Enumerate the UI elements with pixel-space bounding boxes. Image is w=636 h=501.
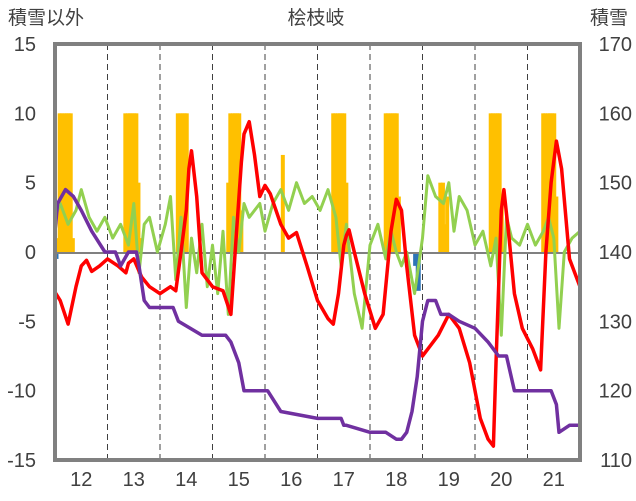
right-tick-label: 150 [599, 173, 632, 195]
left-tick-label: 0 [25, 242, 36, 264]
sunshine-bar [438, 182, 443, 252]
sunshine-bar [495, 113, 500, 252]
right-tick-label: 130 [599, 311, 632, 333]
sunshine-bar [554, 196, 559, 252]
x-tick-label: 15 [228, 469, 250, 491]
sunshine-bar [385, 113, 390, 252]
sunshine-bar [545, 113, 550, 252]
sunshine-bar [64, 113, 69, 252]
sunshine-bar [392, 113, 397, 252]
right-tick-label: 140 [599, 242, 632, 264]
sunshine-bar [335, 113, 340, 252]
sunshine-bar [230, 113, 235, 252]
right-tick-label: 110 [600, 450, 632, 472]
x-tick-label: 19 [438, 469, 460, 491]
sunshine-bar [57, 113, 62, 252]
wind-line [53, 174, 581, 337]
sunshine-bar [490, 113, 495, 252]
sunshine-bar [340, 113, 345, 252]
left-tick-label: -5 [18, 311, 36, 333]
sunshine-bar [68, 113, 73, 252]
sunshine-bar [233, 113, 238, 252]
sunshine-bar [443, 224, 448, 252]
right-tick-label: 160 [599, 103, 632, 125]
sunshine-bar [396, 196, 401, 252]
x-tick-label: 13 [123, 469, 145, 491]
sunshine-bar [333, 113, 338, 252]
right-tick-label: 120 [599, 381, 632, 403]
left-tick-label: 15 [14, 34, 36, 56]
sunshine-bar [280, 154, 285, 252]
left-tick-label: 5 [25, 173, 36, 195]
sunshine-bar [182, 113, 187, 252]
sunshine-bar [226, 182, 231, 252]
chart-title: 桧枝岐 [287, 7, 344, 29]
left-tick-label: -10 [7, 381, 36, 403]
right-axis-ticks: 170 160 150 140 130 120 110 [599, 34, 632, 472]
sunshine-bar [175, 113, 180, 252]
snow_depth-line [53, 187, 580, 441]
plot-frame [53, 42, 582, 462]
sunshine-bar [488, 113, 493, 252]
sunshine-bar [388, 113, 393, 252]
x-tick-label: 12 [70, 469, 92, 491]
precipitation-bar [413, 252, 419, 266]
sunshine-bar [344, 182, 349, 252]
x-axis-ticks: 12 13 14 15 16 17 18 19 20 21 [70, 469, 565, 491]
sunshine-bar [136, 182, 141, 252]
sunshine-bar [440, 182, 445, 252]
sunshine-bar [497, 113, 502, 252]
sunshine-bar [70, 238, 75, 252]
x-tick-label: 17 [333, 469, 355, 491]
sunshine-bar [552, 113, 557, 252]
sunshine-bar [134, 113, 139, 252]
sunshine-bar [331, 113, 336, 252]
sunshine-bar [493, 113, 498, 252]
sunshine-bar [178, 113, 183, 252]
sunshine-bar [445, 196, 450, 252]
sunshine-bar [128, 113, 133, 252]
sunshine-bar [62, 113, 67, 252]
sunshine-bar [130, 113, 135, 252]
left-tick-label: 10 [14, 103, 36, 125]
sunshine-bar [541, 113, 546, 252]
sunshine-bar [125, 113, 130, 252]
x-tick-label: 21 [543, 469, 565, 491]
sunshine-bar [66, 113, 71, 252]
left-tick-label: -15 [7, 450, 36, 472]
sunshine-bar [180, 113, 185, 252]
sunshine-bar [543, 113, 548, 252]
sunshine-bar [342, 113, 347, 252]
x-tick-label: 18 [385, 469, 407, 491]
sunshine-bar [228, 113, 233, 252]
sunshine-bar [132, 113, 137, 252]
sunshine-bar [390, 113, 395, 252]
sunshine-bar [55, 238, 60, 252]
sunshine-bar [59, 113, 64, 252]
sunshine-bar [383, 113, 388, 252]
left-axis-ticks: 15 10 5 0 -5 -10 -15 [7, 34, 36, 472]
x-tick-label: 14 [175, 469, 197, 491]
x-tick-label: 16 [280, 469, 302, 491]
sunshine-bar [394, 113, 399, 252]
series-lines [53, 119, 582, 448]
sunshine-bar [338, 113, 343, 252]
sunshine-bar [235, 113, 240, 252]
left-axis-label: 積雪以外 [8, 7, 84, 29]
sunshine-bar [123, 113, 128, 252]
right-tick-label: 170 [599, 34, 632, 56]
right-axis-label: 積雪 [590, 7, 628, 29]
x-tick-label: 20 [490, 469, 512, 491]
